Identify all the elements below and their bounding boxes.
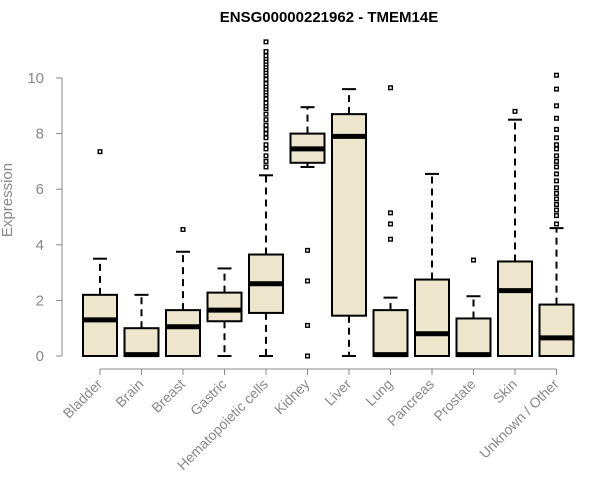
- outlier-point: [263, 146, 269, 152]
- outlier-point: [263, 76, 269, 82]
- outlier-point: [305, 247, 311, 253]
- box-iqr: [455, 317, 492, 357]
- outlier-point: [554, 135, 560, 141]
- box-iqr: [206, 291, 243, 323]
- outlier-point: [554, 171, 560, 177]
- outlier-point: [263, 96, 269, 102]
- box-series: [82, 39, 575, 359]
- outlier-point: [305, 322, 311, 328]
- outlier-point: [554, 178, 560, 184]
- outlier-point: [554, 190, 560, 196]
- chart-title: ENSG00000221962 - TMEM14E: [220, 9, 438, 26]
- box-brain: [123, 293, 160, 358]
- outlier-point: [263, 164, 269, 170]
- outlier-point: [554, 86, 560, 92]
- outlier-point: [263, 158, 269, 164]
- y-tick-label: 10: [27, 70, 44, 87]
- outlier-point: [554, 207, 560, 213]
- y-tick-label: 0: [36, 348, 44, 365]
- y-tick-label: 8: [36, 126, 44, 143]
- y-tick-label: 4: [36, 237, 44, 254]
- outlier-point: [554, 164, 560, 170]
- outlier-point: [305, 353, 311, 359]
- outlier-point: [388, 210, 394, 216]
- outlier-point: [263, 142, 269, 148]
- outlier-point: [180, 227, 186, 233]
- outlier-point: [263, 111, 269, 117]
- outlier-point: [554, 201, 560, 207]
- box-iqr: [497, 260, 533, 358]
- outlier-point: [554, 126, 560, 132]
- outlier-point: [554, 153, 560, 159]
- outlier-point: [388, 236, 394, 242]
- outlier-point: [512, 108, 518, 114]
- box-breast: [165, 227, 201, 358]
- x-tick-label: Liver: [321, 376, 354, 409]
- outlier-point: [554, 103, 560, 109]
- y-tick-label: 2: [36, 292, 44, 309]
- outlier-point: [263, 153, 269, 159]
- box-bladder: [82, 149, 118, 357]
- outlier-point: [263, 39, 269, 45]
- box-kidney: [289, 106, 326, 359]
- x-tick-label: Prostate: [430, 376, 478, 424]
- y-axis: 0 2 4 6 8 10: [27, 70, 63, 365]
- x-tick-label: Lung: [362, 376, 395, 409]
- outlier-point: [554, 142, 560, 148]
- outlier-point: [554, 196, 560, 202]
- x-tick-label: Bladder: [60, 376, 106, 422]
- box-lung: [372, 85, 409, 358]
- y-tick-label: 6: [36, 181, 44, 198]
- box-unknown-other: [538, 72, 575, 358]
- outlier-point: [554, 72, 560, 78]
- outlier-point: [263, 126, 269, 132]
- outlier-point: [554, 115, 560, 121]
- outlier-point: [305, 278, 311, 284]
- x-tick-label: Unknown / Other: [476, 376, 562, 462]
- outlier-point: [97, 149, 103, 155]
- box-liver: [331, 88, 367, 357]
- x-tick-label: Kidney: [271, 376, 313, 418]
- outlier-point: [263, 53, 269, 59]
- box-iqr: [123, 327, 160, 358]
- outlier-point: [388, 221, 394, 227]
- y-axis-label: Expression: [0, 163, 16, 237]
- x-tick-label: Skin: [490, 376, 521, 407]
- outlier-point: [554, 221, 560, 227]
- box-iqr: [331, 113, 367, 317]
- box-pancreas: [414, 172, 450, 357]
- outlier-point: [263, 131, 269, 137]
- outlier-point: [471, 257, 477, 263]
- outlier-point: [263, 49, 269, 55]
- box-iqr: [82, 293, 118, 357]
- outlier-point: [263, 117, 269, 123]
- box-iqr: [165, 309, 201, 358]
- outlier-point: [554, 213, 560, 219]
- box-iqr: [372, 309, 409, 358]
- x-tick-label: Brain: [112, 376, 146, 410]
- outlier-point: [263, 135, 269, 141]
- box-hematopoietic-cells: [248, 39, 284, 357]
- box-iqr: [414, 278, 450, 357]
- outlier-point: [554, 185, 560, 191]
- outlier-point: [388, 85, 394, 91]
- x-tick-label: Breast: [148, 376, 188, 416]
- box-gastric: [206, 267, 243, 357]
- box-iqr: [538, 303, 575, 358]
- outlier-point: [263, 122, 269, 128]
- outlier-point: [554, 146, 560, 152]
- box-prostate: [455, 257, 492, 358]
- outlier-point: [263, 100, 269, 106]
- box-skin: [497, 108, 533, 358]
- outlier-point: [554, 158, 560, 164]
- outlier-point: [263, 81, 269, 87]
